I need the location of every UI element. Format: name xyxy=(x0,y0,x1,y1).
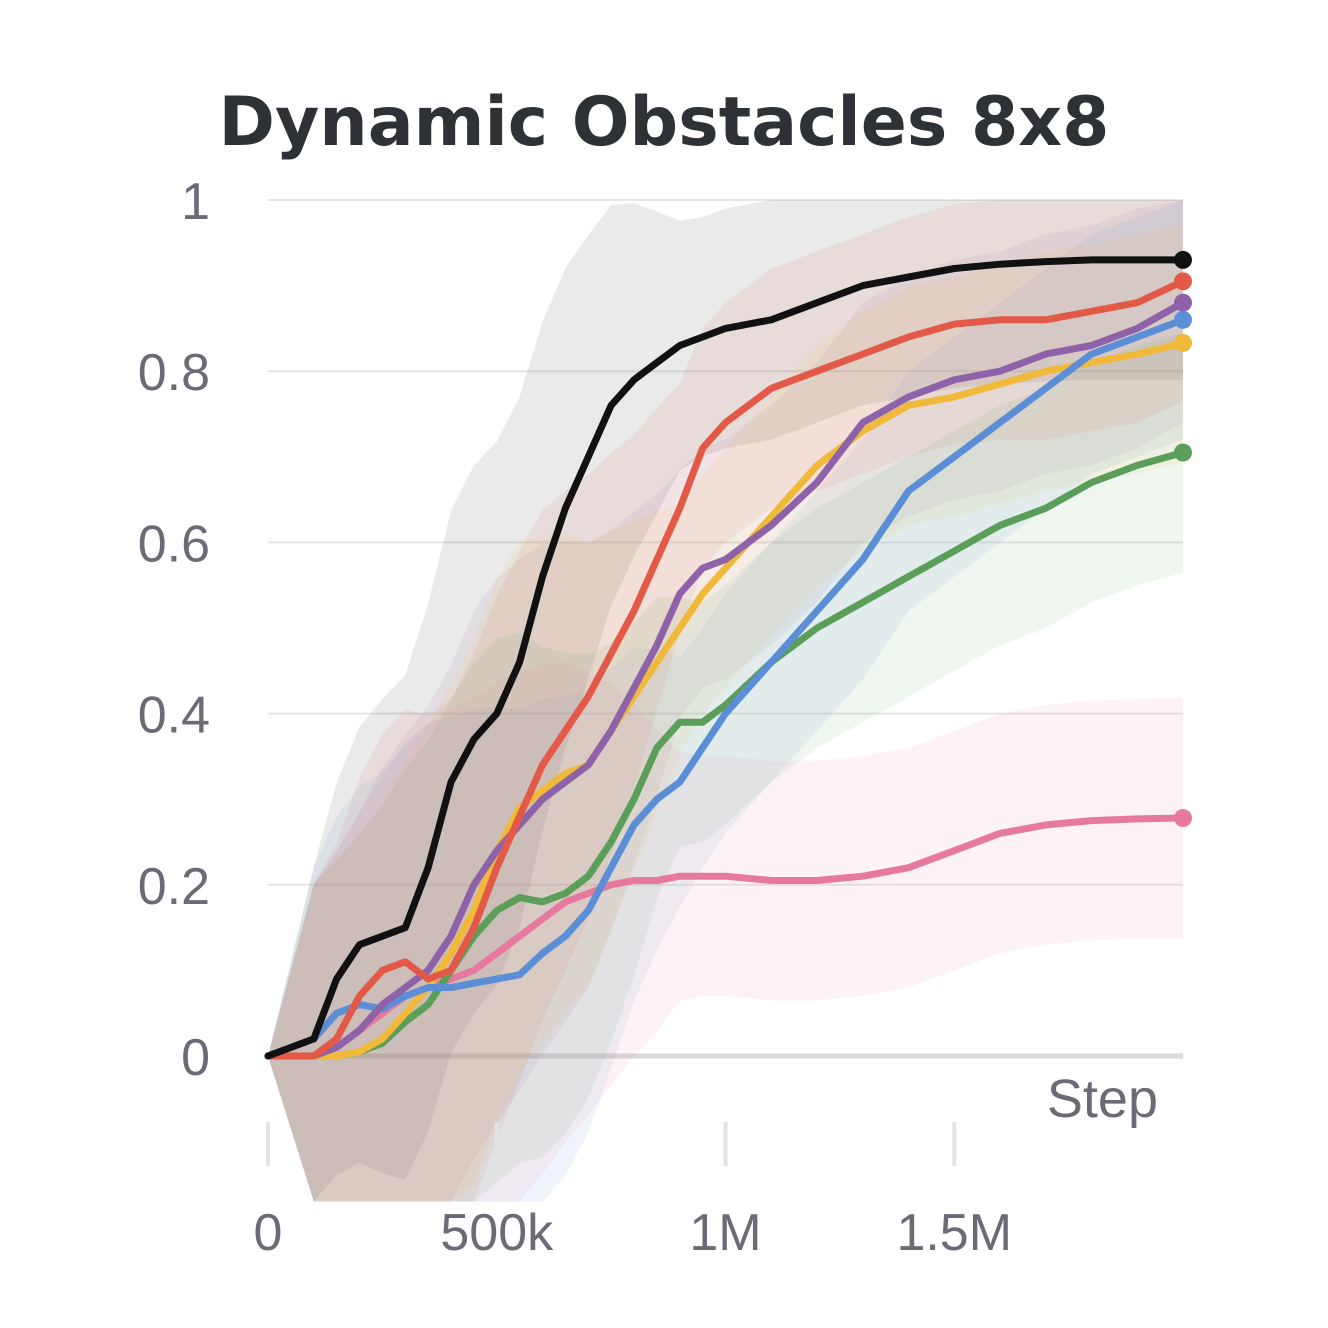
end-marker-red xyxy=(1174,272,1192,291)
end-marker-pink xyxy=(1174,809,1192,828)
y-tick-label: 0.2 xyxy=(138,858,210,916)
x-axis-ticks: 0 500k 1M 1.5M xyxy=(254,1122,1012,1262)
series-line-red xyxy=(264,277,1187,1060)
x-tick-label: 1.5M xyxy=(896,1204,1012,1262)
end-marker-blue xyxy=(1174,310,1192,329)
y-tick-label: 0 xyxy=(181,1029,210,1087)
end-marker-black xyxy=(1174,250,1192,269)
y-tick-label: 1 xyxy=(181,173,210,231)
chart-title: Dynamic Obstacles 8x8 xyxy=(219,83,1110,162)
band-pink xyxy=(268,661,1183,1202)
end-marker-purple xyxy=(1174,293,1192,312)
series-line-black xyxy=(264,256,1187,1060)
end-marker-yellow xyxy=(1174,333,1192,352)
series-line-blue xyxy=(264,316,1187,1060)
y-tick-label: 0.8 xyxy=(138,344,210,402)
x-tick-label: 500k xyxy=(440,1204,554,1262)
series-line-green xyxy=(264,449,1187,1060)
x-tick-label: 0 xyxy=(254,1204,283,1262)
x-axis-label: Step xyxy=(1047,1069,1158,1129)
y-tick-label: 0.6 xyxy=(138,515,210,573)
series-lines xyxy=(264,256,1187,1060)
series-end-markers xyxy=(1174,250,1192,828)
y-axis-ticks: 0 0.2 0.4 0.6 0.8 1 xyxy=(138,173,210,1087)
end-marker-green xyxy=(1174,443,1192,462)
series-line-purple xyxy=(264,299,1187,1060)
y-tick-label: 0.4 xyxy=(138,687,210,745)
x-tick-label: 1M xyxy=(689,1204,761,1262)
